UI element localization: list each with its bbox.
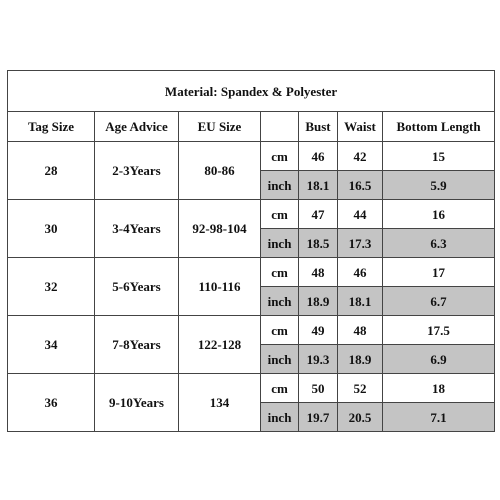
waist-cm-cell: 44: [337, 199, 383, 229]
unit-inch-cell: inch: [260, 344, 299, 374]
bust-cm-cell: 49: [298, 315, 338, 345]
header-eu-size: EU Size: [178, 111, 261, 142]
eu-size-cell: 110-116: [178, 257, 261, 316]
unit-inch-cell: inch: [260, 286, 299, 316]
waist-cm-cell: 48: [337, 315, 383, 345]
bottom-inch-cell: 6.9: [381, 344, 496, 374]
bust-inch-cell: 18.5: [298, 228, 338, 258]
tag-size-cell: 30: [7, 199, 95, 258]
bottom-inch-cell: 6.7: [381, 286, 496, 316]
bottom-cm-cell: 18: [381, 373, 496, 403]
waist-cm-cell: 42: [337, 141, 383, 171]
age-advice-cell: 2-3Years: [94, 141, 179, 200]
unit-cm-cell: cm: [260, 373, 299, 403]
age-advice-cell: 5-6Years: [94, 257, 179, 316]
header-tag-size: Tag Size: [7, 111, 95, 142]
waist-inch-cell: 18.9: [337, 344, 383, 374]
unit-inch-cell: inch: [260, 228, 299, 258]
table-row: inch 18.9 18.1 6.7: [8, 286, 496, 316]
unit-cm-cell: cm: [260, 199, 299, 229]
tag-size-cell: 32: [7, 257, 95, 316]
age-advice-cell: 9-10Years: [94, 373, 179, 432]
table-row: 28 2-3Years 80-86 cm 46 42 15: [7, 141, 496, 200]
tag-size-cell: 34: [7, 315, 95, 374]
tag-size-cell: 28: [7, 141, 95, 200]
eu-size-cell: 92-98-104: [178, 199, 261, 258]
table-row: 30 3-4Years 92-98-104 cm 47 44 16: [7, 199, 496, 258]
table-row: inch 18.1 16.5 5.9: [8, 170, 496, 200]
bust-inch-cell: 19.7: [298, 402, 338, 432]
header-waist: Waist: [337, 111, 383, 142]
bust-cm-cell: 48: [298, 257, 338, 287]
bust-cm-cell: 50: [298, 373, 338, 403]
waist-inch-cell: 20.5: [337, 402, 383, 432]
header-row: Tag Size Age Advice EU Size Bust Waist B…: [7, 111, 496, 142]
header-age-advice: Age Advice: [94, 111, 179, 142]
bust-inch-cell: 19.3: [298, 344, 338, 374]
waist-cm-cell: 52: [337, 373, 383, 403]
eu-size-cell: 80-86: [178, 141, 261, 200]
age-advice-cell: 7-8Years: [94, 315, 179, 374]
table-row: 32 5-6Years 110-116 cm 48 46 17: [7, 257, 496, 316]
waist-cm-cell: 46: [337, 257, 383, 287]
unit-cm-cell: cm: [260, 257, 299, 287]
header-bust: Bust: [298, 111, 338, 142]
table-row: 36 9-10Years 134 cm 50 52 18: [7, 373, 496, 432]
bottom-inch-cell: 7.1: [381, 402, 496, 432]
bottom-cm-cell: 15: [381, 141, 496, 171]
age-advice-cell: 3-4Years: [94, 199, 179, 258]
bust-inch-cell: 18.9: [298, 286, 338, 316]
bust-inch-cell: 18.1: [298, 170, 338, 200]
bottom-inch-cell: 5.9: [381, 170, 496, 200]
waist-inch-cell: 17.3: [337, 228, 383, 258]
unit-inch-cell: inch: [260, 170, 299, 200]
waist-inch-cell: 16.5: [337, 170, 383, 200]
header-unit: [260, 111, 299, 142]
material-title: Material: Spandex & Polyester: [6, 70, 496, 112]
size-chart-table: Material: Spandex & Polyester Tag Size A…: [6, 70, 496, 432]
table-row: inch 19.7 20.5 7.1: [8, 402, 496, 432]
bottom-inch-cell: 6.3: [381, 228, 496, 258]
table-row: inch 19.3 18.9 6.9: [8, 344, 496, 374]
bottom-cm-cell: 17.5: [381, 315, 496, 345]
eu-size-cell: 134: [178, 373, 261, 432]
tag-size-cell: 36: [7, 373, 95, 432]
unit-cm-cell: cm: [260, 315, 299, 345]
table-row: inch 18.5 17.3 6.3: [8, 228, 496, 258]
unit-inch-cell: inch: [260, 402, 299, 432]
bust-cm-cell: 46: [298, 141, 338, 171]
waist-inch-cell: 18.1: [337, 286, 383, 316]
bottom-cm-cell: 17: [381, 257, 496, 287]
bust-cm-cell: 47: [298, 199, 338, 229]
unit-cm-cell: cm: [260, 141, 299, 171]
header-bottom-length: Bottom Length: [381, 111, 496, 142]
bottom-cm-cell: 16: [381, 199, 496, 229]
table-row: 34 7-8Years 122-128 cm 49 48 17.5: [7, 315, 496, 374]
eu-size-cell: 122-128: [178, 315, 261, 374]
